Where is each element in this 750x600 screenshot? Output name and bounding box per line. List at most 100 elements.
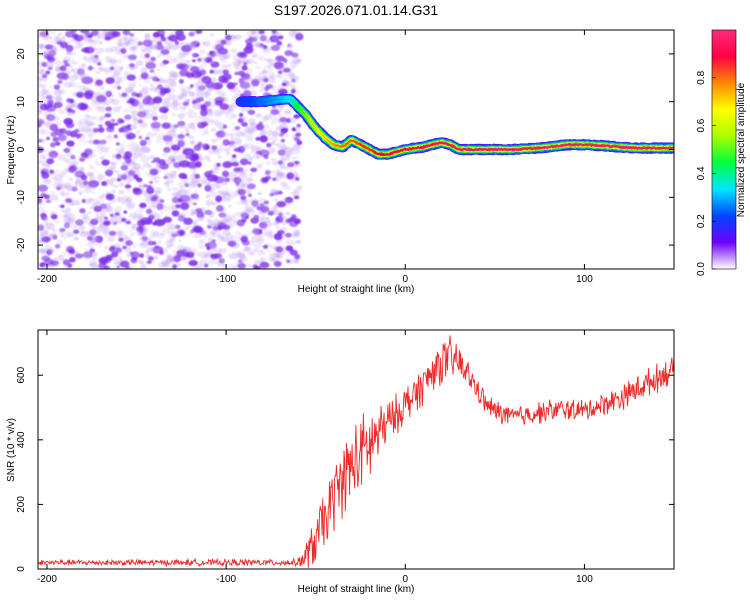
noise-speck	[69, 257, 76, 263]
noise-speck	[207, 159, 212, 162]
noise-speck	[178, 230, 185, 236]
noise-speck	[249, 85, 255, 90]
noise-speck	[245, 125, 250, 130]
snr-panel: -200 -100 0 100 0 200 400 600 Height of straig…	[6, 329, 675, 595]
noise-speck	[89, 175, 95, 182]
noise-speck	[192, 226, 204, 233]
noise-speck	[73, 229, 80, 234]
x-tick-label: 100	[576, 274, 593, 285]
noise-speck	[53, 219, 61, 225]
noise-speck	[195, 161, 202, 168]
noise-speck	[271, 158, 279, 165]
noise-speck	[51, 132, 57, 136]
noise-speck	[171, 72, 180, 78]
noise-speck	[149, 69, 155, 73]
noise-speck	[270, 140, 277, 145]
noise-speck	[204, 263, 209, 268]
noise-speck	[99, 116, 104, 121]
noise-speck	[257, 250, 261, 254]
noise-speck	[243, 199, 254, 206]
noise-speck	[247, 77, 254, 82]
noise-speck	[162, 48, 169, 55]
noise-speck	[42, 121, 47, 125]
noise-speck	[141, 227, 147, 232]
x-tick-label: 0	[402, 574, 408, 585]
noise-speck	[143, 77, 151, 84]
noise-speck	[292, 87, 297, 91]
noise-speck	[155, 198, 161, 202]
noise-speck	[166, 162, 172, 166]
noise-speck	[206, 191, 216, 198]
noise-speck	[132, 146, 138, 152]
noise-speck	[209, 33, 215, 37]
noise-speck	[137, 213, 144, 218]
noise-speck	[189, 66, 195, 72]
noise-speck	[65, 198, 73, 203]
noise-speck	[167, 129, 177, 137]
noise-speck	[260, 206, 270, 213]
noise-speck	[163, 261, 170, 267]
noise-speck	[225, 125, 230, 129]
noise-speck	[238, 178, 245, 183]
noise-speck	[150, 121, 161, 129]
noise-region	[38, 30, 304, 269]
noise-speck	[156, 205, 164, 211]
noise-speck	[118, 42, 122, 47]
noise-speck	[49, 44, 55, 49]
noise-speck	[236, 52, 240, 55]
noise-speck	[209, 80, 215, 86]
noise-speck	[52, 111, 56, 115]
noise-speck	[270, 258, 278, 264]
noise-speck	[159, 199, 165, 203]
noise-speck	[239, 81, 251, 89]
noise-speck	[228, 169, 240, 177]
noise-speck	[279, 108, 283, 112]
noise-speck	[273, 131, 280, 136]
noise-speck	[137, 75, 144, 81]
noise-speck	[112, 154, 117, 157]
noise-speck	[273, 204, 279, 210]
noise-speck	[105, 77, 115, 85]
noise-speck	[82, 55, 88, 60]
noise-speck	[94, 159, 100, 165]
noise-speck	[262, 78, 268, 82]
noise-speck	[56, 38, 63, 43]
noise-speck	[257, 192, 262, 196]
noise-speck	[256, 164, 263, 169]
noise-speck	[132, 188, 143, 195]
noise-speck	[204, 100, 211, 107]
noise-speck	[107, 134, 112, 139]
noise-speck	[104, 30, 111, 35]
noise-speck	[122, 139, 127, 143]
noise-speck	[296, 185, 303, 190]
noise-speck	[47, 156, 54, 161]
noise-speck	[244, 129, 248, 133]
noise-speck	[285, 211, 291, 216]
snr-frame	[37, 329, 675, 570]
noise-speck	[240, 261, 245, 265]
noise-speck	[123, 54, 130, 59]
noise-speck	[173, 124, 179, 128]
noise-speck	[230, 48, 238, 54]
noise-speck	[286, 251, 290, 255]
noise-speck	[126, 74, 136, 81]
noise-speck	[292, 57, 302, 64]
noise-speck	[221, 142, 227, 147]
noise-speck	[287, 254, 292, 258]
noise-speck	[290, 30, 297, 33]
noise-speck	[97, 242, 104, 248]
noise-speck	[137, 219, 146, 227]
noise-speck	[93, 54, 99, 59]
noise-speck	[101, 193, 106, 197]
noise-speck	[226, 82, 236, 90]
noise-speck	[105, 206, 114, 213]
noise-speck	[44, 179, 52, 185]
noise-speck	[168, 34, 179, 42]
noise-speck	[284, 232, 292, 238]
noise-speck	[107, 235, 115, 243]
noise-speck	[46, 54, 54, 61]
snr-background	[38, 330, 674, 569]
noise-speck	[228, 132, 235, 138]
noise-speck	[231, 154, 237, 159]
noise-speck	[258, 121, 263, 125]
